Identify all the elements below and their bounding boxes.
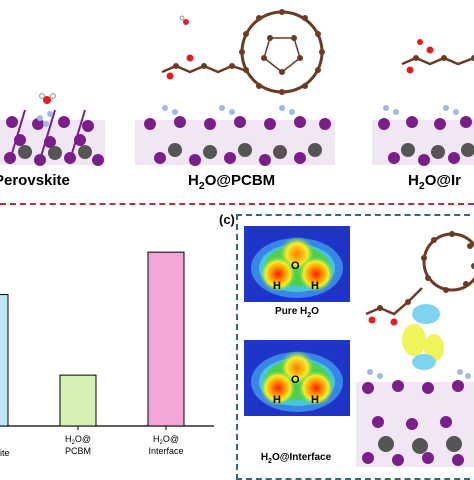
- pcbm-molecule: [161, 9, 325, 95]
- bar-0: [0, 294, 9, 427]
- bar-1: [59, 374, 97, 427]
- atom-label-o-bottom: O: [291, 374, 300, 386]
- bar-label-2: H2O@ Interface: [148, 434, 183, 456]
- atom-label-h2-bottom: H: [311, 394, 319, 406]
- caption-h2o-interface: H2O@Ir: [408, 172, 461, 192]
- pcbm-chain-right: [401, 39, 474, 74]
- perovskite-slab-left: [0, 93, 105, 166]
- bar-chart: ite H2O@ PCBM H2O@ Interface: [0, 251, 214, 458]
- elf-map-pure-h2o: [244, 226, 350, 302]
- top-panel: Perovskite H2O@PCBM H2O@Ir: [0, 0, 474, 202]
- atom-label-h1-top: H: [273, 280, 281, 292]
- atom-label-h1-bottom: H: [273, 394, 281, 406]
- interface-structure-with-charge-density: [356, 222, 474, 472]
- bar-2: [147, 251, 185, 427]
- structure-illustrations: [0, 9, 474, 166]
- bar-label-0: ite: [0, 448, 10, 458]
- caption-h2o-pcbm: H2O@PCBM: [188, 172, 276, 192]
- label-pure-h2o: Pure H2O: [275, 306, 319, 319]
- atom-label-o-top: O: [291, 260, 300, 272]
- elf-map-h2o-interface: [244, 340, 350, 416]
- caption-perovskite: Perovskite: [0, 172, 70, 189]
- perovskite-slab-right: [372, 105, 474, 166]
- panel-c-label: (c): [219, 212, 235, 227]
- label-h2o-interface: H2O@Interface: [260, 452, 332, 465]
- divider-top: [0, 203, 474, 205]
- bar-chart-panel: ite H2O@ PCBM H2O@ Interface: [0, 214, 214, 474]
- atom-label-h2-top: H: [311, 280, 319, 292]
- bar-label-1: H2O@ PCBM: [65, 434, 91, 456]
- perovskite-slab-middle: [135, 105, 335, 166]
